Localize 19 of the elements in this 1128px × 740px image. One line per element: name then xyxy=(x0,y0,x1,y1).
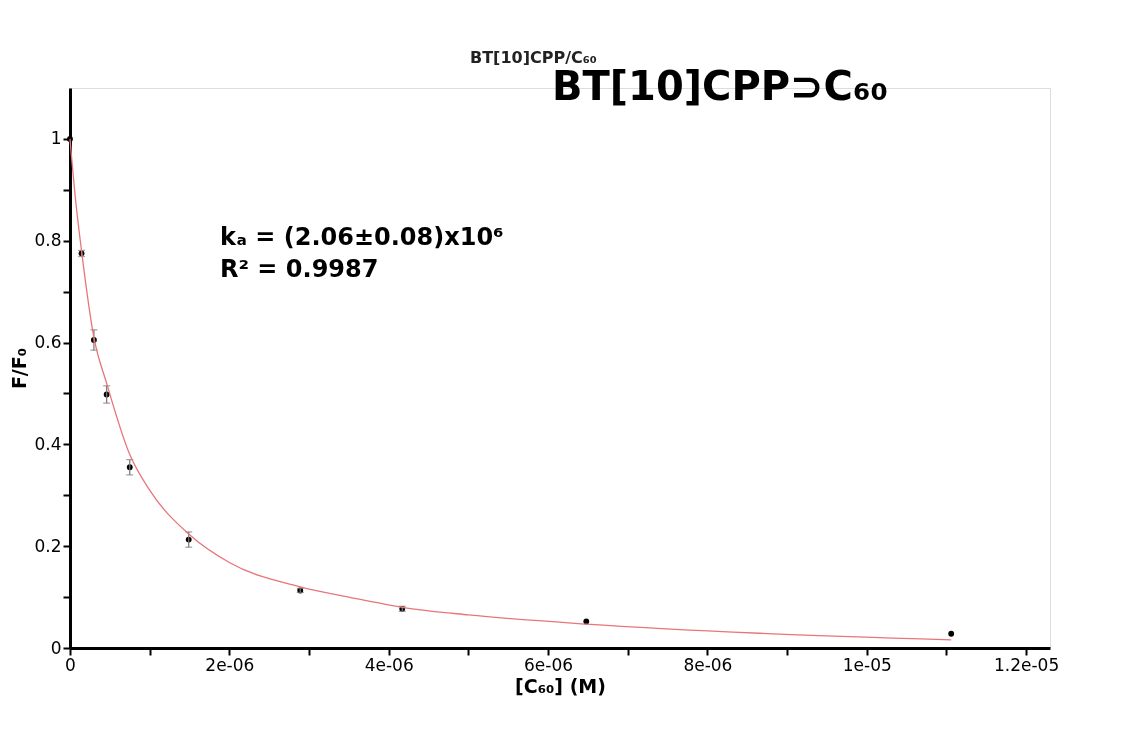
x-tick-label: 6e-06 xyxy=(524,654,574,675)
x-tick-label: 1.2e-05 xyxy=(993,654,1060,675)
y-tick-label: 0.4 xyxy=(34,433,62,454)
y-tick-label: 0 xyxy=(50,637,62,658)
y-axis-title: F/F₀ xyxy=(8,347,31,390)
y-tick-label: 0.2 xyxy=(34,535,62,556)
x-tick-label: 2e-06 xyxy=(205,654,255,675)
y-tick-label: 1 xyxy=(50,128,62,149)
x-tick-label: 0 xyxy=(65,654,76,675)
point xyxy=(948,630,955,637)
x-tick-label: 4e-06 xyxy=(364,654,414,675)
x-tick-label: 1e-05 xyxy=(842,654,892,675)
x-axis-title: [C₆₀] (M) xyxy=(515,674,606,697)
x-tick-label: 8e-06 xyxy=(683,654,733,675)
annotation: kₐ = (2.06±0.08)x10⁶ xyxy=(220,223,504,251)
y-tick-label: 0.8 xyxy=(34,230,62,251)
y-tick-label: 0.6 xyxy=(34,332,62,353)
annotation: R² = 0.9987 xyxy=(220,255,379,283)
line-series xyxy=(69,138,952,641)
